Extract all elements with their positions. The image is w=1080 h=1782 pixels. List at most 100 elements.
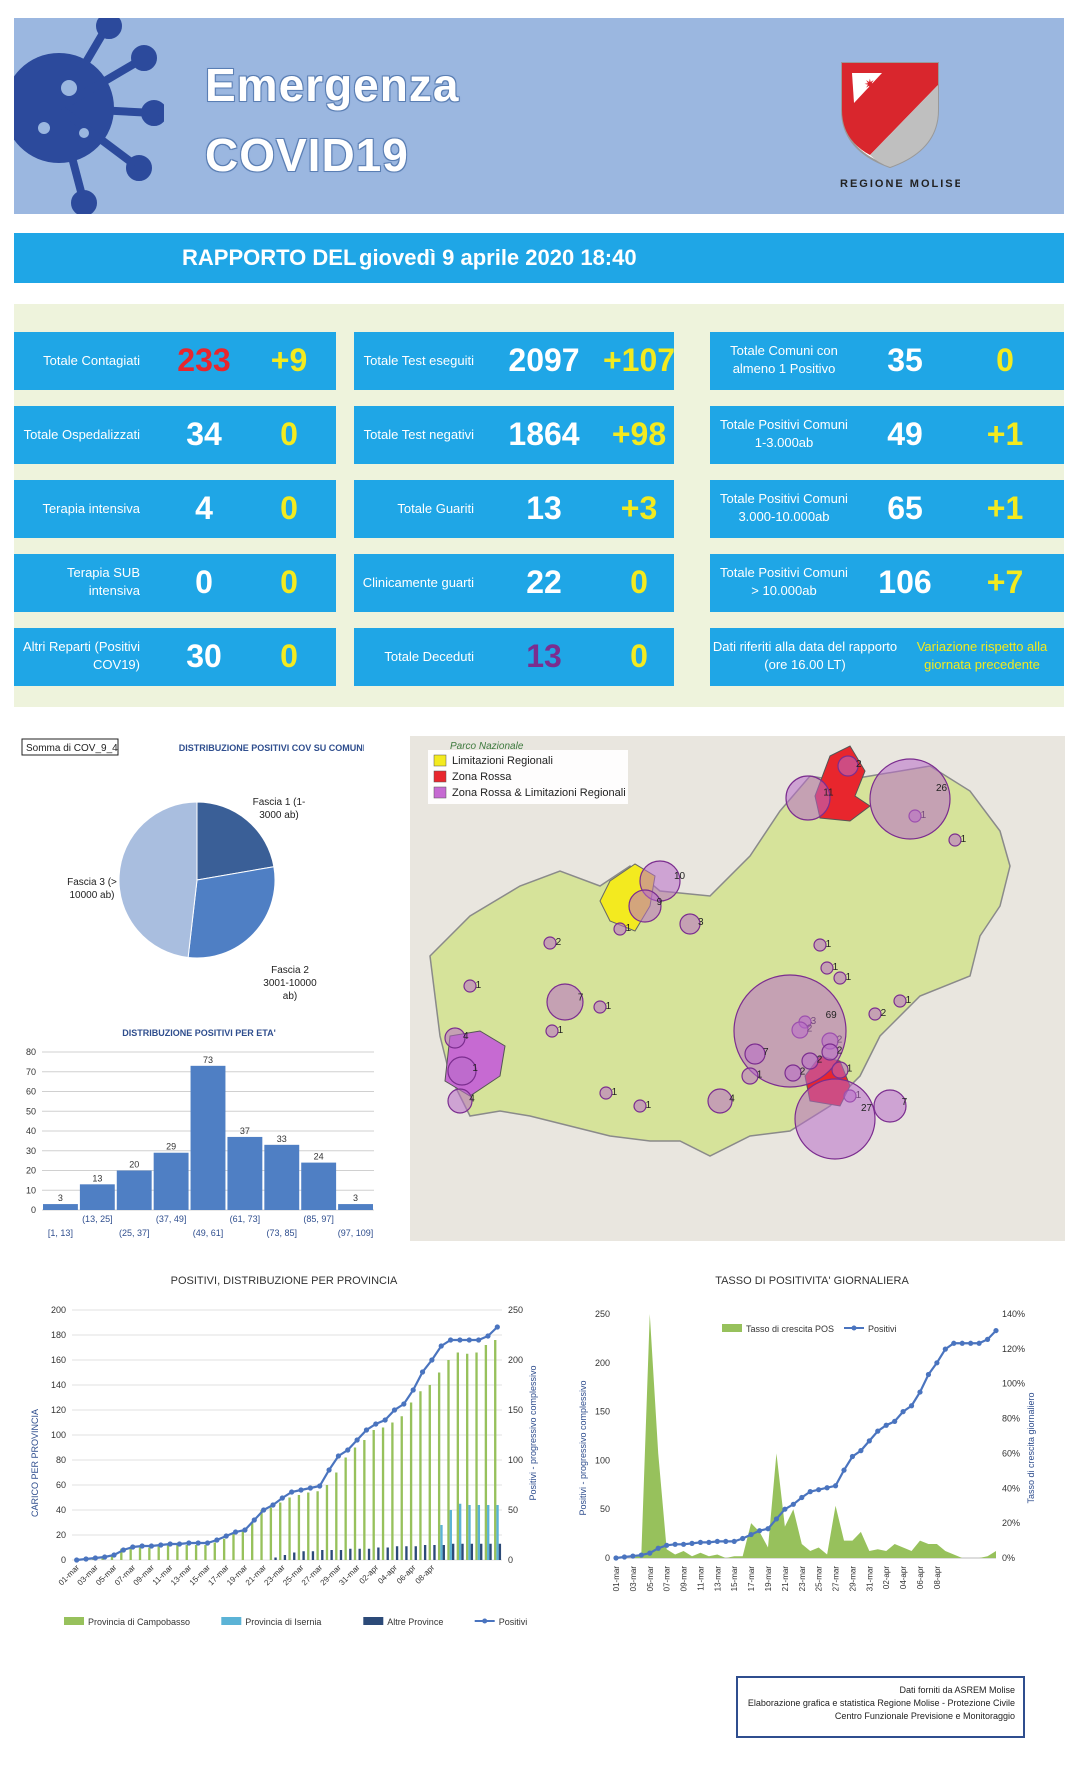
tasso-ytick: 100 [595,1455,610,1465]
tasso-positivi-point [680,1541,687,1547]
tasso-xtick: 01-mar [612,1566,621,1592]
prov-ytick: 180 [51,1330,66,1340]
tasso-positivi-point [993,1327,999,1334]
age-ytick: 60 [26,1087,36,1097]
prov-bar-2 [414,1546,417,1560]
prov-bar-2 [498,1543,502,1560]
tasso-ytick: 0 [605,1553,610,1563]
stat-delta: +9 [270,342,308,378]
prov-positivi-point [120,1547,127,1553]
age-ytick: 80 [26,1047,36,1057]
prov-bar-2 [339,1550,343,1560]
tasso-y2tick: 20% [1002,1518,1020,1528]
prov-positivi-point [401,1401,407,1407]
map-circle-label: 3 [698,917,704,928]
prov-bar-1 [440,1525,443,1560]
prov-positivi-point [494,1324,500,1330]
map-case-circle [948,833,962,847]
stat-value: 22 [526,564,562,600]
map-circle-label: 2 [837,1046,843,1057]
map-circle-label: 2 [556,937,562,948]
map-case-circle [741,1067,759,1085]
prov-xlabels: 01-mar03-mar05-mar07-mar09-mar11-mar13-m… [57,1563,437,1588]
tasso-positivi-point [959,1340,965,1346]
prov-positivi-point [363,1427,370,1433]
map-circle-label: 1 [476,980,482,991]
map-circle-label: 26 [936,783,948,794]
prov-bar-0 [437,1372,441,1560]
age-ytick: 0 [31,1205,36,1215]
age-data-label: 24 [314,1152,324,1162]
prov-y2tick: 150 [508,1405,523,1415]
prov-bar-0 [120,1548,123,1560]
tasso-positivi-point [773,1516,780,1522]
prov-bar-0 [494,1340,497,1560]
prov-bar-2 [386,1547,389,1560]
age-ytick: 30 [26,1146,36,1156]
prov-positivi-point [429,1357,435,1363]
map-case-circle [831,1061,849,1079]
age-bar [227,1136,263,1210]
prov-positivi-point [270,1502,276,1508]
prov-bar-2 [358,1548,361,1560]
tasso-positivi-point [832,1483,839,1489]
prov-bar-0 [269,1507,273,1560]
map-case-circle [837,755,859,777]
tasso-positivi-point [892,1418,898,1424]
stat-cell-col1-0: Totale Contagiati 233 +9 [14,332,336,390]
prov-positivi-point [410,1387,416,1393]
tasso-positivi-point [748,1531,754,1538]
prov-bar-1 [459,1503,462,1560]
prov-bar-2 [489,1543,492,1560]
tasso-xtick: 09-mar [680,1566,689,1592]
stat-value: 13 [526,490,562,526]
park-label: Parco Nazionale [450,741,524,752]
age-category-label: (13, 25] [82,1214,113,1224]
stat-delta: +7 [986,564,1024,600]
map-circle-label: 69 [826,1010,838,1021]
stat-label: Terapia SUB intensiva [67,565,140,598]
map-circle-label: 1 [606,1001,612,1012]
prov-bar-2 [367,1548,371,1560]
age-bar [190,1065,226,1210]
age-data-label: 29 [166,1142,176,1152]
map-circle-label: 1 [833,962,839,973]
prov-bar-2 [283,1555,287,1560]
age-data-label: 3 [353,1193,358,1203]
map-case-circle [463,979,477,993]
prov-legend-label: Provincia di Campobasso [88,1617,190,1627]
age-data-label: 13 [92,1173,102,1183]
prov-positivi-point [223,1533,229,1539]
map-case-circle [679,913,701,935]
map-legend-box [428,750,628,804]
prov-bar-2 [349,1548,352,1560]
tasso-y2tick: 140% [1002,1309,1025,1319]
prov-bar-0 [372,1430,375,1560]
map-case-circle [868,1007,882,1021]
prov-legend-swatch [64,1617,84,1625]
tasso-xtick: 05-mar [646,1566,655,1592]
prov-bar-2 [423,1545,427,1560]
prov-line [74,1324,500,1563]
prov-positivi-point [345,1447,351,1453]
prov-legend-label: Positivi [499,1617,528,1627]
stat-label: Totale Ospedalizzati [23,427,140,442]
prov-ytick: 120 [51,1405,66,1415]
stat-delta: 0 [280,416,298,452]
prov-bar-2 [330,1550,333,1560]
prov-y2tick: 200 [508,1355,523,1365]
prov-bar-2 [293,1552,296,1560]
prov-bar-0 [185,1545,188,1560]
report-label: RAPPORTO DEL [182,245,357,270]
title-line-1: Emergenza [205,59,460,111]
map-case-circle [785,775,831,821]
prov-bar-0 [260,1510,263,1560]
tasso-xtick: 21-mar [781,1566,790,1592]
age-category-label: (25, 37] [119,1228,150,1238]
tasso-positivi-point [723,1538,729,1545]
area-chart-tasso: TASSO DI POSITIVITA' GIORNALIERA Positiv… [578,1275,1036,1592]
prov-bar-0 [391,1422,394,1560]
pie-slice-fascia-2 [187,866,276,959]
age-category-label: (49, 61] [193,1228,224,1238]
stat-value: 30 [186,638,222,674]
